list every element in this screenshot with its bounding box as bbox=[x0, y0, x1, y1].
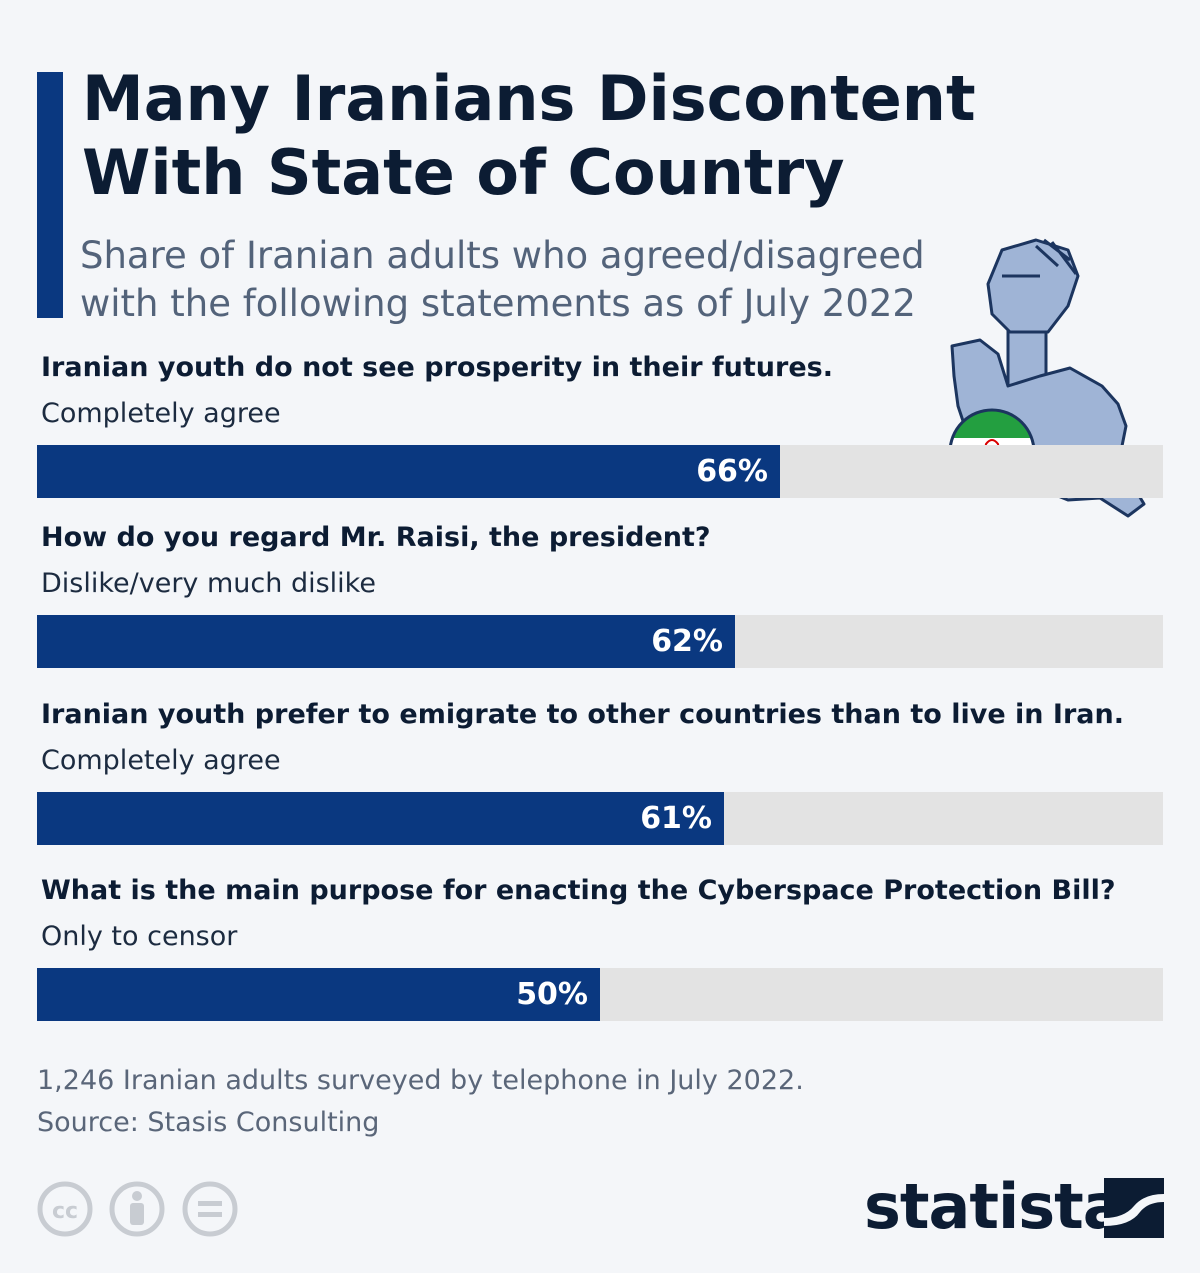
statista-logo[interactable]: statista bbox=[864, 1172, 1164, 1242]
question-label: How do you regard Mr. Raisi, the preside… bbox=[41, 522, 711, 553]
bar-track: 50% bbox=[37, 968, 1163, 1021]
statista-logo-icon bbox=[1104, 1178, 1164, 1238]
cc-icon bbox=[37, 1181, 93, 1237]
license-icons[interactable]: cc bbox=[36, 1179, 246, 1239]
answer-label: Completely agree bbox=[41, 398, 281, 429]
attribution-icon bbox=[109, 1181, 165, 1237]
source-note: Source: Stasis Consulting bbox=[37, 1107, 380, 1138]
bar: 66% bbox=[37, 445, 780, 498]
question-label: What is the main purpose for enacting th… bbox=[41, 875, 1116, 906]
chart-title: Many Iranians Discontent With State of C… bbox=[82, 62, 976, 209]
logo-text: statista bbox=[864, 1170, 1125, 1243]
answer-label: Dislike/very much dislike bbox=[41, 568, 376, 599]
fist-map-icon bbox=[948, 238, 1146, 518]
bar-track: 66% bbox=[37, 445, 1163, 498]
answer-label: Completely agree bbox=[41, 745, 281, 776]
no-derivatives-icon bbox=[182, 1181, 238, 1237]
question-label: Iranian youth prefer to emigrate to othe… bbox=[41, 699, 1124, 730]
bar: 50% bbox=[37, 968, 600, 1021]
bar: 61% bbox=[37, 792, 724, 845]
bar-value-label: 62% bbox=[651, 624, 723, 659]
question-label: Iranian youth do not see prosperity in t… bbox=[41, 352, 833, 383]
bar-value-label: 61% bbox=[640, 801, 712, 836]
bar-value-label: 50% bbox=[516, 977, 588, 1012]
bar-value-label: 66% bbox=[696, 454, 768, 489]
bar: 62% bbox=[37, 615, 735, 668]
bar-track: 62% bbox=[37, 615, 1163, 668]
answer-label: Only to censor bbox=[41, 921, 238, 952]
chart-subtitle: Share of Iranian adults who agreed/disag… bbox=[80, 234, 925, 325]
survey-note: 1,246 Iranian adults surveyed by telepho… bbox=[37, 1065, 804, 1096]
svg-text:cc: cc bbox=[52, 1199, 78, 1224]
title-accent-bar bbox=[37, 72, 63, 318]
bar-track: 61% bbox=[37, 792, 1163, 845]
